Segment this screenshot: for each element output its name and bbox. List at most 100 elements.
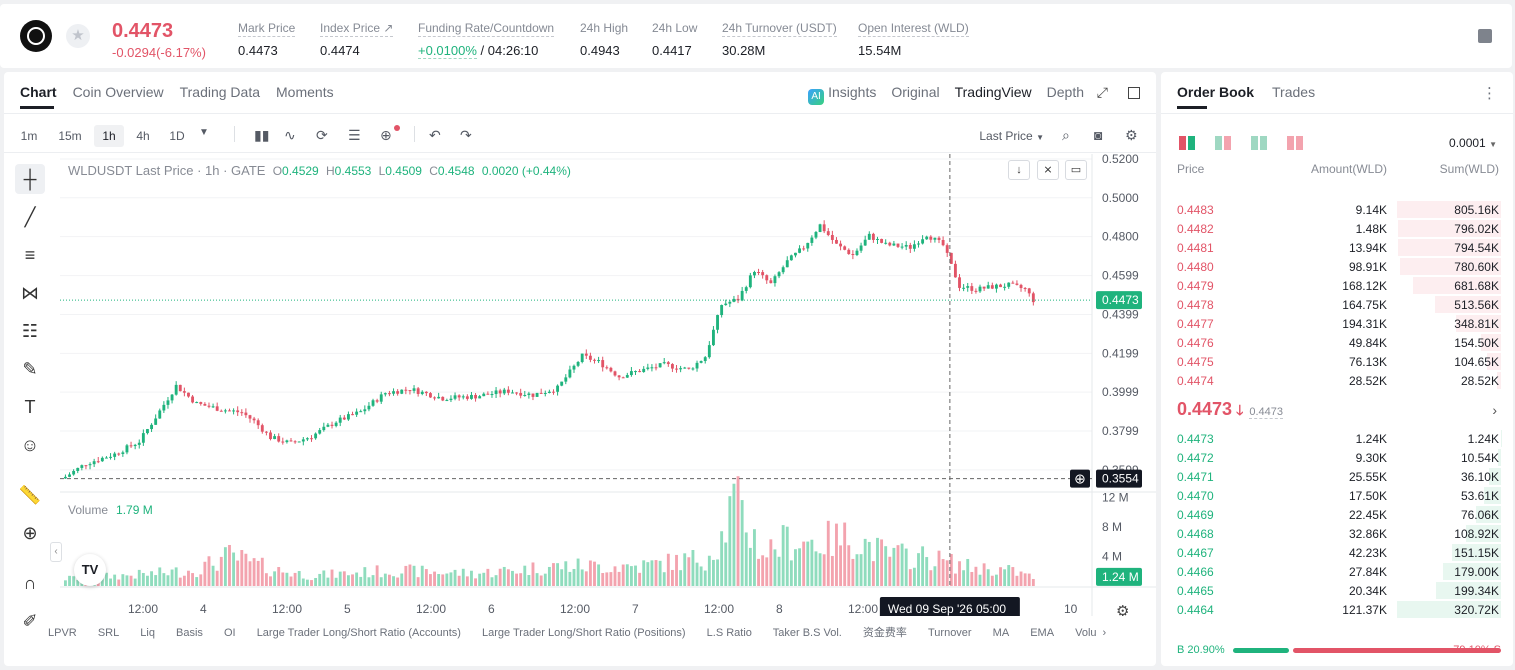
bid-row[interactable]: 0.4464 121.37K 320.72K bbox=[1161, 600, 1513, 619]
ask-row[interactable]: 0.4478 164.75K 513.56K bbox=[1161, 295, 1513, 314]
indicator-ls-ratio[interactable]: L.S Ratio bbox=[706, 627, 752, 639]
tab-insights[interactable]: AI Insights bbox=[808, 84, 876, 105]
stat-label[interactable]: Mark Price bbox=[238, 21, 296, 37]
pattern-tool-icon[interactable]: ⋈ bbox=[21, 283, 39, 303]
timeframe-1m[interactable]: 1m bbox=[20, 129, 38, 143]
bid-row[interactable]: 0.4471 25.55K 36.10K bbox=[1161, 467, 1513, 486]
undo-icon[interactable]: ↶ bbox=[429, 127, 441, 143]
timeframe-dropdown-icon[interactable]: ▼ bbox=[199, 127, 209, 138]
favorite-star-icon[interactable]: ★ bbox=[66, 24, 90, 48]
tab-original[interactable]: Original bbox=[891, 84, 940, 100]
ask-row[interactable]: 0.4483 9.14K 805.16K bbox=[1161, 200, 1513, 219]
bid-row[interactable]: 0.4472 9.30K 10.54K bbox=[1161, 448, 1513, 467]
pencil-lock-tool-icon[interactable]: ✐ bbox=[22, 611, 38, 631]
timeframe-4h[interactable]: 4h bbox=[136, 129, 150, 143]
layout-asks-icon[interactable] bbox=[1287, 136, 1303, 150]
ask-row[interactable]: 0.4476 49.84K 154.50K bbox=[1161, 333, 1513, 352]
bid-row[interactable]: 0.4469 22.45K 76.06K bbox=[1161, 505, 1513, 524]
candle-type-icon[interactable]: ▮▮ bbox=[254, 127, 270, 143]
stat-label[interactable]: Open Interest (WLD) bbox=[858, 21, 969, 37]
funding-rate-value[interactable]: +0.0100% bbox=[418, 43, 477, 59]
layout-both-icon[interactable] bbox=[1179, 136, 1195, 150]
layout-bids-icon[interactable] bbox=[1251, 136, 1267, 150]
collapse-pane-icon[interactable]: ⨯ bbox=[1037, 160, 1059, 180]
indicator-srl[interactable]: SRL bbox=[97, 627, 120, 639]
precision-select[interactable]: 0.0001 ▼ bbox=[1449, 136, 1497, 150]
tab-depth[interactable]: Depth bbox=[1046, 84, 1084, 100]
fib-tool-icon[interactable]: ☷ bbox=[21, 321, 39, 341]
text-tool-icon[interactable]: T bbox=[24, 397, 36, 417]
mid-price[interactable]: 0.4473 🡓 0.4473 bbox=[1177, 399, 1283, 424]
tradingview-logo-icon[interactable]: TV bbox=[74, 554, 106, 586]
expand-icon[interactable]: ⤢ bbox=[1096, 84, 1108, 100]
indicator-lt-accounts[interactable]: Large Trader Long/Short Ratio (Accounts) bbox=[256, 627, 461, 639]
tab-order-book[interactable]: Order Book bbox=[1177, 84, 1254, 109]
crosshair-tool-icon[interactable]: ┼ bbox=[15, 164, 45, 194]
collapse-toolbar-icon[interactable]: ‹ bbox=[50, 542, 62, 562]
indicator-ema[interactable]: EMA bbox=[1030, 627, 1055, 639]
search-icon[interactable]: ⌕ bbox=[1062, 127, 1070, 143]
indicator-ma[interactable]: MA bbox=[992, 627, 1010, 639]
ask-row[interactable]: 0.4482 1.48K 796.02K bbox=[1161, 219, 1513, 238]
ruler-tool-icon[interactable]: 📏 bbox=[18, 485, 42, 505]
zoom-tool-icon[interactable]: ⊕ bbox=[22, 523, 38, 543]
indicator-funding-rate[interactable]: 资金费率 bbox=[862, 627, 907, 639]
chevron-right-icon[interactable]: › bbox=[1492, 402, 1497, 418]
indicator-lt-positions[interactable]: Large Trader Long/Short Ratio (Positions… bbox=[481, 627, 686, 639]
bid-row[interactable]: 0.4466 27.84K 179.00K bbox=[1161, 562, 1513, 581]
brush-tool-icon[interactable]: ✎ bbox=[22, 359, 38, 379]
add-alert-icon[interactable]: ⊕ bbox=[380, 127, 392, 143]
ask-row[interactable]: 0.4474 28.52K 28.52K bbox=[1161, 371, 1513, 390]
indicator-basis[interactable]: Basis bbox=[176, 627, 203, 639]
ask-row[interactable]: 0.4477 194.31K 348.81K bbox=[1161, 314, 1513, 333]
template-icon[interactable]: ☰ bbox=[348, 127, 361, 143]
timeframe-1d[interactable]: 1D bbox=[169, 129, 185, 143]
price-source-select[interactable]: Last Price ▼ bbox=[979, 129, 1044, 143]
maximize-pane-icon[interactable]: ▭ bbox=[1065, 160, 1087, 180]
indicator-lpvr[interactable]: LPVR bbox=[48, 627, 77, 639]
ask-row[interactable]: 0.4480 98.91K 780.60K bbox=[1161, 257, 1513, 276]
stat-label[interactable]: 24h Turnover (USDT) bbox=[722, 21, 837, 37]
tab-trades[interactable]: Trades bbox=[1272, 84, 1316, 100]
tab-coin-overview[interactable]: Coin Overview bbox=[72, 84, 164, 100]
volume-bar bbox=[560, 569, 564, 586]
ask-row[interactable]: 0.4479 168.12K 681.68K bbox=[1161, 276, 1513, 295]
stat-label[interactable]: Funding Rate/Countdown bbox=[418, 21, 555, 37]
indicator-oi[interactable]: OI bbox=[224, 627, 236, 639]
layout-split-icon[interactable] bbox=[1215, 136, 1231, 150]
chevron-right-icon[interactable]: › bbox=[1102, 627, 1107, 639]
tab-tradingview[interactable]: TradingView bbox=[954, 84, 1032, 100]
window-icon[interactable] bbox=[1128, 87, 1140, 99]
more-options-icon[interactable]: ⋮ bbox=[1482, 85, 1497, 102]
horizontal-lines-tool-icon[interactable]: ≡ bbox=[24, 245, 36, 265]
trend-line-tool-icon[interactable]: ╱ bbox=[24, 207, 36, 227]
bid-row[interactable]: 0.4470 17.50K 53.61K bbox=[1161, 486, 1513, 505]
scroll-down-icon[interactable]: ↓ bbox=[1008, 160, 1030, 180]
bid-row[interactable]: 0.4465 20.34K 199.34K bbox=[1161, 581, 1513, 600]
redo-icon[interactable]: ↷ bbox=[460, 127, 472, 143]
camera-icon[interactable]: ◙ bbox=[1094, 127, 1103, 143]
indicator-turnover[interactable]: Turnover bbox=[927, 627, 972, 639]
tab-trading-data[interactable]: Trading Data bbox=[179, 84, 261, 100]
tab-chart[interactable]: Chart bbox=[20, 84, 57, 109]
magnet-tool-icon[interactable]: ∩ bbox=[23, 573, 37, 593]
bid-row[interactable]: 0.4473 1.24K 1.24K bbox=[1161, 429, 1513, 448]
ask-row[interactable]: 0.4481 13.94K 794.54K bbox=[1161, 238, 1513, 257]
stat-label[interactable]: Index Price ↗ bbox=[320, 21, 394, 37]
bid-row[interactable]: 0.4468 32.86K 108.92K bbox=[1161, 524, 1513, 543]
book-icon[interactable] bbox=[1478, 29, 1492, 43]
indicator-liq[interactable]: Liq bbox=[140, 627, 155, 639]
refresh-icon[interactable]: ⟳ bbox=[316, 127, 328, 143]
indicator-volume[interactable]: Volu bbox=[1075, 627, 1097, 639]
indicator-taker-vol[interactable]: Taker B.S Vol. bbox=[772, 627, 842, 639]
settings-gear-icon[interactable]: ⚙ bbox=[1125, 127, 1138, 143]
volume-bar bbox=[572, 568, 576, 586]
timeframe-15m[interactable]: 15m bbox=[58, 129, 82, 143]
tab-moments[interactable]: Moments bbox=[276, 84, 334, 100]
price-chart[interactable]: 0.5200 0.5000 0.4800 0.4599 0.4399 0.4199 0.39… bbox=[4, 154, 1156, 616]
ask-row[interactable]: 0.4475 76.13K 104.65K bbox=[1161, 352, 1513, 371]
timeframe-1h[interactable]: 1h bbox=[94, 125, 124, 147]
emoji-tool-icon[interactable]: ☺ bbox=[20, 435, 40, 455]
indicators-icon[interactable]: ∿ bbox=[284, 127, 296, 143]
bid-row[interactable]: 0.4467 42.23K 151.15K bbox=[1161, 543, 1513, 562]
